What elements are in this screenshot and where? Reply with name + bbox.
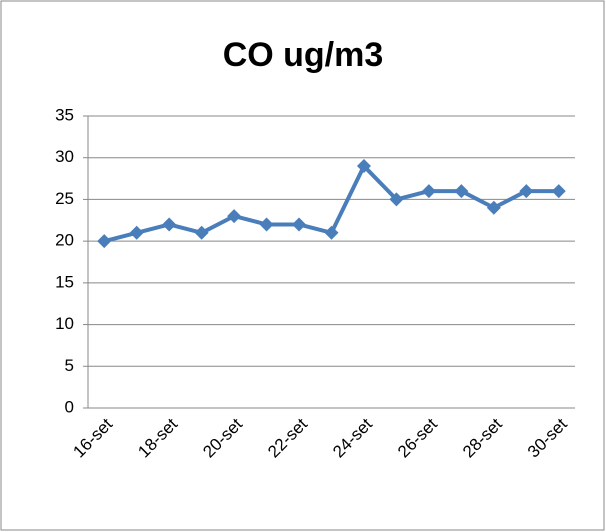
point-marker: [356, 159, 371, 174]
point-marker: [421, 184, 436, 199]
point-marker: [389, 192, 404, 207]
y-tick-label: 15: [55, 272, 74, 291]
point-marker: [259, 217, 274, 232]
point-marker: [162, 217, 177, 232]
point-marker: [292, 217, 307, 232]
point-marker: [486, 200, 501, 215]
y-tick-label: 20: [55, 231, 74, 250]
y-tick-label: 30: [55, 147, 74, 166]
chart-title: CO ug/m3: [223, 36, 384, 74]
point-marker: [551, 184, 566, 199]
point-marker: [194, 225, 209, 240]
y-tick-label: 0: [65, 397, 74, 416]
y-tick-label: 25: [55, 189, 74, 208]
point-marker: [519, 184, 534, 199]
point-marker: [97, 234, 112, 249]
y-tick-label: 5: [65, 356, 74, 375]
y-tick-label: 35: [55, 105, 74, 124]
y-tick-label: 10: [55, 314, 74, 333]
point-marker: [324, 225, 339, 240]
point-marker: [454, 184, 469, 199]
point-marker: [227, 209, 242, 224]
point-marker: [129, 225, 144, 240]
